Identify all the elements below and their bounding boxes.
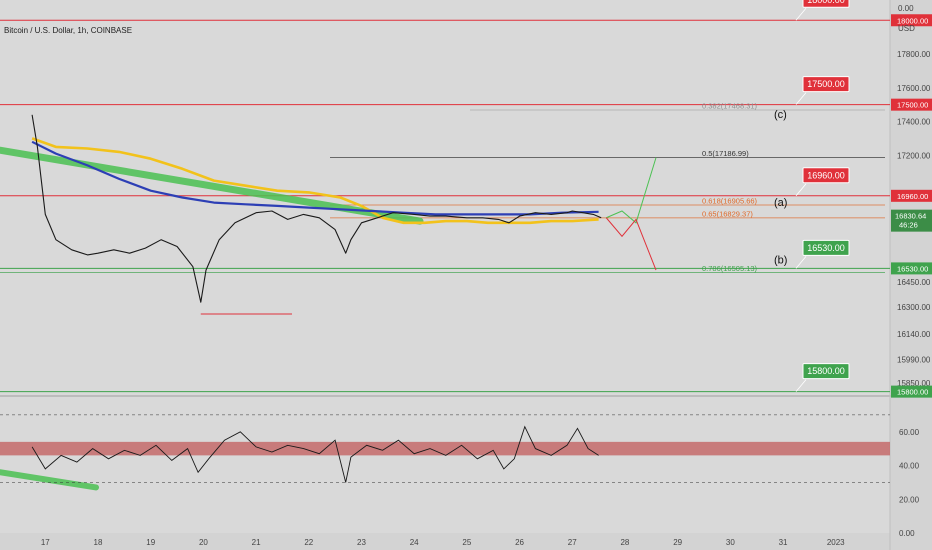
current-price-label: 16830.64 — [895, 212, 926, 221]
rsi-tick-0: 60.00 — [899, 428, 920, 437]
time-tick-3: 20 — [199, 538, 208, 547]
axis-level-tag-2 — [891, 189, 932, 202]
price-tick-12: 15990.00 — [897, 356, 931, 365]
currency-label: USD — [898, 24, 915, 33]
rsi-tick-1: 40.00 — [899, 462, 920, 471]
callout-box-3 — [802, 239, 850, 256]
wave-label-0: (c) — [774, 109, 787, 121]
rsi-indicator — [0, 414, 890, 483]
time-tick-10: 27 — [568, 538, 577, 547]
axis-level-text-4: 15800.00 — [897, 388, 928, 397]
callout-box-4 — [802, 363, 850, 380]
callout-text-4: 15800.00 — [807, 366, 845, 376]
callout-leader-2 — [795, 183, 807, 197]
rsi-pane[interactable] — [0, 398, 890, 533]
time-tick-11: 28 — [620, 538, 629, 547]
time-tick-15: 2023 — [827, 538, 845, 547]
price-tick-5: 17200.00 — [897, 151, 931, 160]
ma-yellow-line — [31, 137, 599, 225]
fib-label-4: 0.786(16505.13) — [702, 264, 758, 273]
ma-blue-line — [31, 140, 599, 216]
price-tick-2: 17600.00 — [897, 84, 931, 93]
rsi-top-label: 0.00 — [898, 4, 914, 13]
current-price-badge — [891, 209, 932, 232]
wave-labels: (c) (a) (b) — [774, 109, 787, 266]
wave-label-2: (b) — [774, 254, 787, 266]
callout-box-1 — [802, 76, 850, 93]
fibonacci-levels: 0.382(17468.31) 0.5(17186.99) 0.618(16905.… — [0, 102, 885, 273]
time-tick-14: 31 — [779, 538, 788, 547]
callout-box-0 — [802, 0, 850, 8]
callout-leader-3 — [795, 256, 807, 269]
time-tick-5: 22 — [304, 538, 313, 547]
axis-level-text-2: 16960.00 — [897, 192, 928, 201]
price-tick-1: 17800.00 — [897, 50, 931, 59]
series-layer — [31, 114, 602, 303]
price-tick-10: 16300.00 — [897, 303, 931, 312]
projection-arrows — [605, 157, 657, 271]
callout-leader-0 — [795, 8, 807, 21]
axis-level-text-1: 17500.00 — [897, 101, 928, 110]
callout-text-1: 17500.00 — [807, 79, 845, 89]
price-tick-9: 16450.00 — [897, 278, 931, 287]
rsi-tick-3: 0.00 — [899, 529, 915, 538]
callout-leader-4 — [795, 379, 807, 392]
axis-level-text-0: 18000.00 — [897, 16, 928, 25]
axis-level-tag-4 — [891, 385, 932, 398]
callout-box-2 — [802, 167, 850, 184]
time-tick-13: 30 — [726, 538, 735, 547]
chart-title: Bitcoin / U.S. Dollar, 1h, COINBASE — [4, 26, 132, 35]
price-tick-4: 17400.00 — [897, 118, 931, 127]
time-tick-7: 24 — [410, 538, 419, 547]
callout-text-3: 16530.00 — [807, 243, 845, 253]
axis-level-tag-3 — [891, 262, 932, 275]
callout-text-2: 16960.00 — [807, 170, 845, 180]
rsi-tick-2: 20.00 — [899, 495, 920, 504]
fib-label-2: 0.618(16905.66) — [702, 196, 758, 205]
price-tick-13: 15850.00 — [897, 379, 931, 388]
rsi-trend-band — [0, 469, 99, 491]
time-tick-1: 18 — [94, 538, 103, 547]
time-tick-0: 17 — [41, 538, 50, 547]
time-tick-9: 26 — [515, 538, 524, 547]
time-tick-4: 21 — [252, 538, 261, 547]
fib-label-1: 0.5(17186.99) — [702, 149, 749, 158]
level-callouts: 18000.00 18000.00 17500.00 17500.00 16960.00… — [795, 0, 932, 398]
bearish-projection-arrow — [605, 217, 657, 271]
rsi-band — [0, 441, 890, 456]
fib-label-3: 0.65(16829.37) — [702, 209, 753, 218]
axis-level-tag-0 — [891, 14, 932, 27]
price-pane[interactable] — [0, 0, 890, 395]
time-tick-12: 29 — [673, 538, 682, 547]
bullish-projection-arrow — [606, 157, 657, 224]
price-axis-panel[interactable] — [890, 0, 932, 550]
countdown-label: 46:26 — [899, 221, 918, 230]
wave-label-1: (a) — [774, 197, 787, 209]
time-tick-6: 23 — [357, 538, 366, 547]
callout-leader-1 — [795, 92, 807, 105]
time-axis-panel[interactable] — [0, 533, 890, 550]
time-tick-8: 25 — [462, 538, 471, 547]
fib-label-0: 0.382(17468.31) — [702, 102, 758, 111]
axis-level-tag-1 — [891, 98, 932, 111]
axis-level-text-3: 16530.00 — [897, 264, 928, 273]
rsi-line — [31, 425, 599, 483]
time-tick-2: 19 — [146, 538, 155, 547]
price-line — [31, 114, 602, 303]
price-tick-11: 16140.00 — [897, 330, 931, 339]
callout-text-0: 18000.00 — [807, 0, 845, 5]
horizontal-levels — [0, 19, 890, 393]
